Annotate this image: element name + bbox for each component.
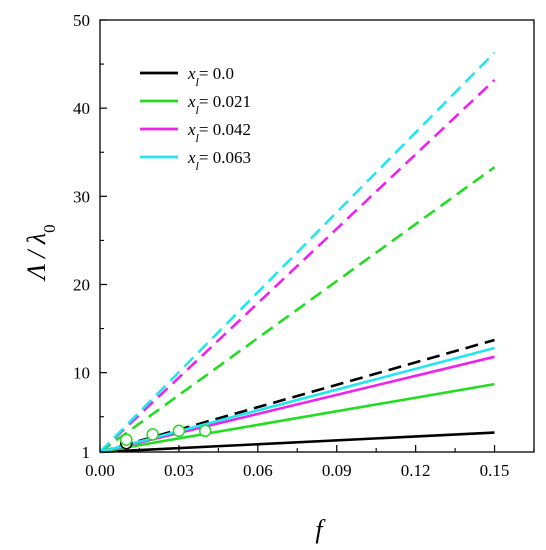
series-layer [99, 51, 496, 454]
y-tick-label: 10 [73, 364, 90, 383]
y-tick-label: 20 [73, 275, 90, 294]
tick-layer: 0.00 0.03 0.06 0.09 0.12 0.15 1 10 20 30 40 50 [73, 11, 535, 480]
series-2-dashed-line [99, 79, 496, 453]
legend-label-2: xl= 0.042 [187, 120, 251, 145]
series-0-solid-line [99, 431, 495, 454]
x-axis-title: f [315, 515, 326, 544]
legend-subscript: l [196, 103, 200, 117]
y-tick-label: 50 [73, 11, 90, 30]
x-tick-label: 0.06 [243, 461, 273, 480]
y-tick-label: 30 [73, 187, 90, 206]
series-1-marker [198, 424, 212, 438]
legend-symbol: x [187, 92, 196, 111]
x-tick-label: 0.03 [164, 461, 194, 480]
series-1-marker [172, 424, 186, 438]
x-tick-label: 0.09 [322, 461, 352, 480]
series-3-dashed-line [99, 51, 496, 453]
plot-frame [99, 19, 535, 453]
legend-label-1: xl= 0.021 [187, 92, 251, 117]
series-1-marker [146, 428, 159, 441]
series-1-solid-line [99, 382, 495, 454]
legend-value: = 0.063 [199, 148, 251, 167]
legend-symbol: x [187, 148, 196, 167]
legend-symbol: x [187, 64, 196, 83]
series-2-solid-line [99, 355, 495, 454]
y-axis-title-sub: 0 [40, 224, 59, 233]
marker-layer [120, 424, 212, 450]
y-tick-label: 1 [82, 443, 91, 462]
series-1-dashed-line [99, 166, 496, 454]
legend-value: = 0.0 [199, 64, 234, 83]
legend-symbol: x [187, 120, 196, 139]
series-3-solid-line [99, 346, 495, 454]
x-tick-label: 0.12 [401, 461, 431, 480]
y-tick-label: 40 [73, 99, 90, 118]
legend-value: = 0.042 [199, 120, 251, 139]
legend-subscript: l [196, 131, 200, 145]
legend-label-3: xl= 0.063 [187, 148, 251, 173]
legend-subscript: l [196, 75, 200, 89]
legend-value: = 0.021 [199, 92, 251, 111]
y-axis-title-main: Λ / λ [22, 233, 51, 283]
x-tick-label: 0.15 [480, 461, 510, 480]
y-axis-title: Λ / λ0 [22, 224, 59, 282]
legend-subscript: l [196, 159, 200, 173]
legend-label-0: xl= 0.0 [187, 64, 234, 89]
series-1-marker [120, 433, 133, 446]
x-tick-label: 0.00 [85, 461, 115, 480]
